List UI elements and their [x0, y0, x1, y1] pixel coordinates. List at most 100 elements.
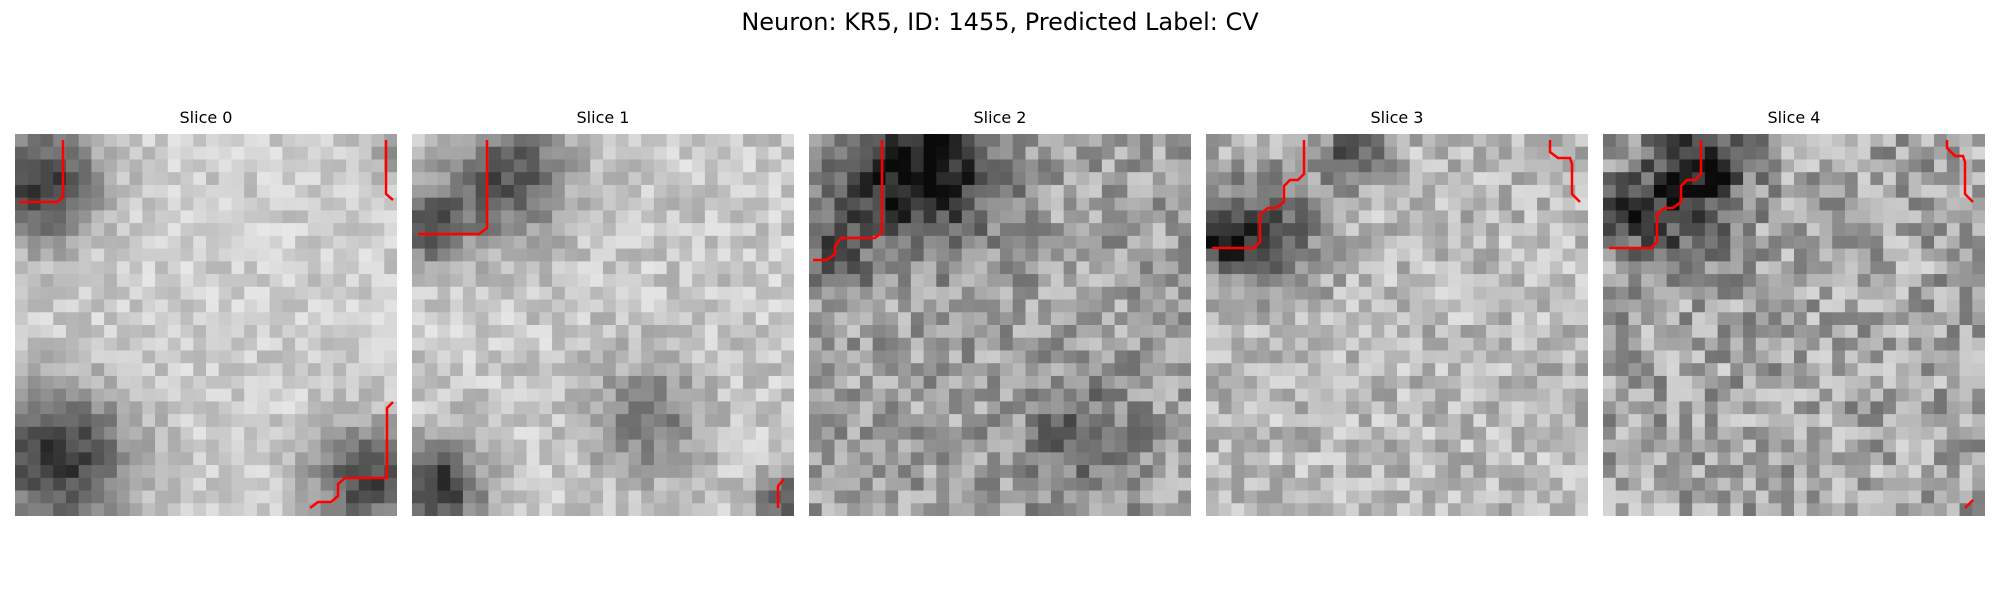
pixel-cell: [1000, 503, 1014, 516]
pixel-cell: [193, 490, 207, 504]
pixel-cell: [1152, 401, 1167, 415]
pixel-cell: [1895, 223, 1910, 237]
pixel-cell: [1114, 375, 1128, 390]
pixel-cell: [53, 337, 67, 352]
pixel-cell: [1844, 452, 1859, 466]
pixel-cell: [1012, 159, 1027, 173]
pixel-cell: [1844, 465, 1859, 479]
pixel-cell: [809, 172, 823, 186]
pixel-cell: [1806, 172, 1821, 186]
pixel-cell: [1934, 223, 1948, 237]
pixel-cell: [307, 337, 322, 352]
pixel-cell: [320, 439, 334, 453]
pixel-cell: [1269, 452, 1283, 466]
pixel-cell: [206, 401, 220, 415]
pixel-cell: [244, 350, 258, 364]
pixel-cell: [1537, 299, 1551, 313]
pixel-cell: [1615, 286, 1630, 301]
pixel-cell: [809, 465, 823, 479]
pixel-cell: [1806, 261, 1821, 275]
pixel-cell: [1562, 146, 1576, 161]
pixel-cell: [65, 159, 80, 173]
pixel-cell: [923, 465, 937, 479]
pixel-cell: [1165, 197, 1179, 211]
pixel-cell: [475, 465, 489, 479]
pixel-cell: [1549, 401, 1564, 415]
pixel-cell: [936, 503, 950, 516]
pixel-cell: [1857, 274, 1871, 288]
pixel-cell: [346, 363, 360, 377]
pixel-cell: [1038, 261, 1052, 275]
pixel-cell: [1269, 248, 1283, 262]
pixel-cell: [1038, 146, 1052, 161]
pixel-cell: [231, 299, 245, 313]
pixel-cell: [859, 134, 874, 148]
pixel-cell: [488, 350, 502, 364]
pixel-cell: [961, 210, 976, 224]
pixel-cell: [1679, 235, 1693, 250]
pixel-cell: [1165, 172, 1179, 186]
pixel-cell: [193, 312, 207, 326]
pixel-cell: [450, 172, 464, 186]
pixel-cell: [1422, 477, 1436, 492]
pixel-cell: [1295, 248, 1309, 262]
pixel-cell: [1320, 134, 1334, 148]
pixel-cell: [1524, 286, 1538, 301]
pixel-cell: [231, 439, 245, 453]
pixel-cell: [91, 477, 105, 492]
pixel-cell: [1653, 426, 1668, 441]
pixel-cell: [1844, 363, 1859, 377]
pixel-cell: [1063, 134, 1077, 148]
pixel-cell: [1152, 235, 1167, 250]
pixel-cell: [206, 477, 220, 492]
pixel-cell: [167, 363, 182, 377]
pixel-cell: [1653, 261, 1668, 275]
pixel-cell: [704, 401, 719, 415]
pixel-cell: [320, 184, 334, 199]
pixel-cell: [450, 401, 464, 415]
pixel-cell: [1384, 325, 1398, 339]
pixel-cell: [1641, 261, 1655, 275]
pixel-cell: [269, 490, 283, 504]
pixel-cell: [1653, 146, 1668, 161]
pixel-cell: [320, 312, 334, 326]
pixel-cell: [384, 388, 397, 402]
pixel-cell: [961, 363, 976, 377]
pixel-cell: [1244, 388, 1258, 402]
pixel-cell: [755, 477, 770, 492]
pixel-cell: [1231, 503, 1245, 516]
pixel-cell: [1704, 414, 1719, 428]
pixel-cell: [717, 274, 731, 288]
pixel-cell: [641, 261, 655, 275]
pixel-cell: [513, 248, 528, 262]
pixel-cell: [615, 312, 630, 326]
pixel-cell: [1346, 452, 1360, 466]
pixel-cell: [1692, 235, 1706, 250]
pixel-cell: [1537, 235, 1551, 250]
pixel-cell: [475, 477, 489, 492]
pixel-cell: [78, 197, 92, 211]
pixel-cell: [1231, 312, 1245, 326]
pixel-cell: [1562, 261, 1576, 275]
pixel-cell: [1575, 426, 1588, 441]
pixel-cell: [1178, 477, 1191, 492]
pixel-cell: [1063, 363, 1077, 377]
pixel-cell: [1883, 172, 1897, 186]
pixel-cell: [1666, 465, 1680, 479]
pixel-cell: [1038, 401, 1052, 415]
pixel-cell: [628, 184, 642, 199]
pixel-cell: [462, 312, 477, 326]
pixel-cell: [1000, 388, 1014, 402]
pixel-cell: [1127, 223, 1141, 237]
pixel-cell: [1358, 235, 1373, 250]
pixel-cell: [256, 439, 271, 453]
pixel-cell: [1333, 235, 1347, 250]
pixel-cell: [142, 490, 156, 504]
pixel-cell: [1346, 414, 1360, 428]
pixel-cell: [116, 159, 131, 173]
pixel-cell: [1717, 477, 1731, 492]
pixel-cell: [1794, 134, 1808, 148]
pixel-cell: [1397, 299, 1411, 313]
contour-line: [1964, 499, 1974, 509]
pixel-cell: [1140, 159, 1154, 173]
